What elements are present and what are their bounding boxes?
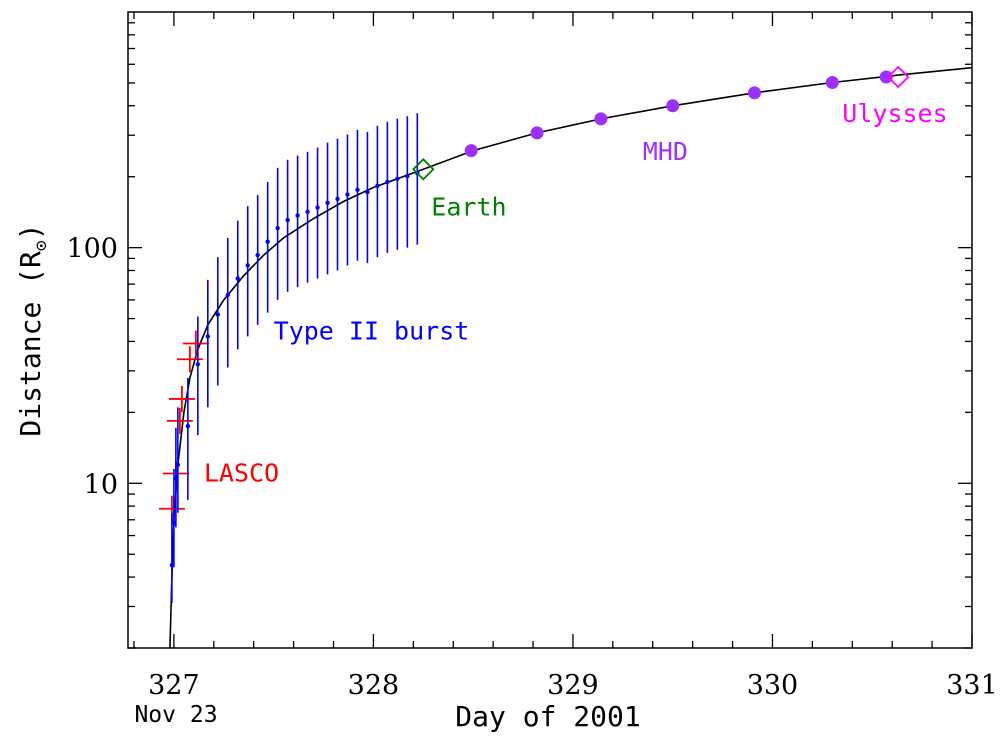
type-ii-burst-point xyxy=(171,520,177,525)
y-axis-title-sun-symbol: ⊙ xyxy=(31,240,52,251)
mhd-point xyxy=(879,70,893,84)
type-ii-burst-point xyxy=(275,225,280,231)
y-axis-title-close: ) xyxy=(14,223,47,240)
type-ii-burst-point xyxy=(169,562,175,568)
x-tick-label: 327 xyxy=(148,670,200,701)
type-ii-burst-point xyxy=(345,192,350,197)
type-ii-burst-point xyxy=(235,276,240,281)
type-ii-burst-point xyxy=(285,217,290,223)
type-ii-burst-point xyxy=(255,252,260,258)
mhd-point xyxy=(748,86,762,100)
annotation-ulysses: Ulysses xyxy=(842,99,947,128)
x-axis-title: Day of 2001 xyxy=(455,700,640,733)
annotation-earth: Earth xyxy=(431,193,506,222)
plot-frame xyxy=(127,11,973,649)
x-tick-label: 329 xyxy=(547,670,599,701)
type-ii-burst-point xyxy=(205,334,211,339)
mhd-point xyxy=(825,76,839,90)
annotation-mhd: MHD xyxy=(643,137,688,166)
x-tick-label: 331 xyxy=(946,670,998,701)
mhd-point xyxy=(530,126,544,140)
type-ii-burst-point xyxy=(325,200,330,205)
type-ii-burst-point xyxy=(175,462,181,467)
type-ii-burst-point xyxy=(365,189,370,195)
y-axis-title-main: Distance (R xyxy=(14,251,47,437)
ulysses-marker xyxy=(886,65,910,89)
type-ii-burst-point xyxy=(355,187,360,192)
mhd-point xyxy=(666,99,680,113)
type-ii-burst-point xyxy=(245,263,250,268)
plot-data-layer xyxy=(158,65,972,648)
type-ii-burst-point xyxy=(315,205,320,210)
mhd-point xyxy=(594,112,608,126)
type-ii-burst-point xyxy=(185,423,191,429)
x-tick-label: 330 xyxy=(747,670,799,701)
annotation-lasco: LASCO xyxy=(204,459,279,488)
y-axis-title: Distance (R⊙) xyxy=(14,223,52,436)
plot-label-layer: Day of 2001 Nov 23 Distance (R⊙) LASCO Ty… xyxy=(14,99,998,733)
type-ii-burst-point xyxy=(173,476,179,481)
type-ii-burst-point xyxy=(305,209,310,214)
type-ii-burst-point xyxy=(215,312,220,317)
type-ii-burst-point xyxy=(225,292,230,298)
y-tick-label: 100 xyxy=(66,234,118,265)
earth-marker xyxy=(412,158,435,181)
fit-curve xyxy=(169,66,972,648)
type-ii-burst-point xyxy=(405,173,410,179)
mhd-point xyxy=(464,144,478,158)
plot-frame-layer xyxy=(127,11,973,649)
type-ii-burst-point xyxy=(375,183,380,189)
y-tick-label: 10 xyxy=(84,469,118,500)
annotation-type-ii-burst: Type II burst xyxy=(274,317,470,346)
type-ii-burst-point xyxy=(335,196,340,202)
x-tick-label: 328 xyxy=(348,670,400,701)
type-ii-burst-point xyxy=(265,239,270,244)
type-ii-burst-point xyxy=(295,213,300,218)
type-ii-burst-point xyxy=(385,179,390,185)
x-axis-date-note: Nov 23 xyxy=(134,702,217,728)
type-ii-burst-point xyxy=(395,176,400,181)
type-ii-burst-point xyxy=(195,362,201,367)
